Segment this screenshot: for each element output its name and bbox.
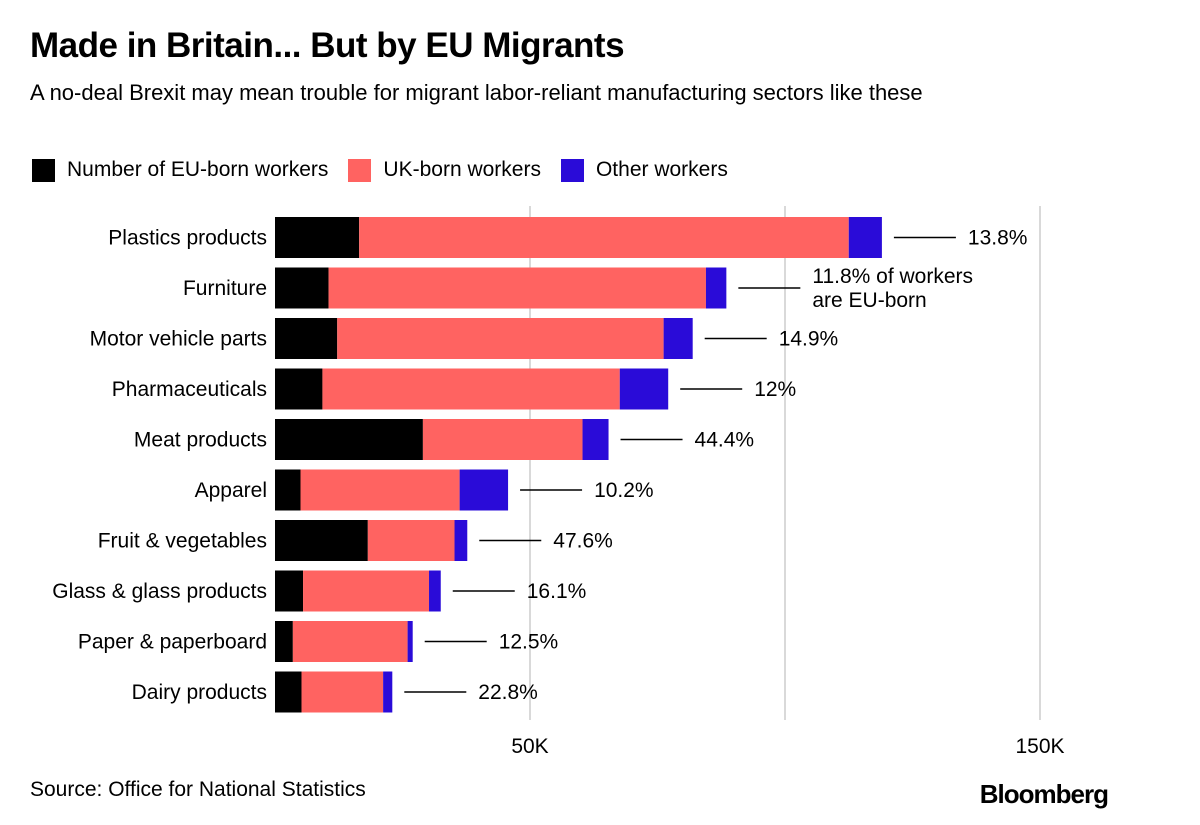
bar-segment-eu — [275, 570, 304, 612]
bar-segment-uk — [328, 267, 706, 309]
legend-item-uk: UK-born workers — [348, 158, 541, 182]
eu-share-label-line: 16.1% — [527, 580, 587, 603]
bar-segment-other — [848, 217, 882, 258]
bar-segment-uk — [300, 469, 460, 511]
legend-label-uk: UK-born workers — [383, 158, 541, 181]
category-label: Dairy products — [132, 681, 267, 704]
eu-share-label-line: 14.9% — [779, 328, 839, 351]
x-tick-label: 150K — [1015, 735, 1064, 758]
bar-segment-uk — [367, 520, 455, 561]
category-label: Furniture — [183, 277, 267, 300]
bar-segment-eu — [275, 318, 338, 359]
legend-swatch-other — [560, 158, 584, 182]
bloomberg-logo: Bloomberg — [979, 779, 1109, 809]
legend-label-other: Other workers — [595, 158, 728, 181]
bar-segment-uk — [303, 570, 430, 612]
eu-share-label: 12% — [754, 378, 796, 401]
legend-label-eu: Number of EU-born workers — [67, 158, 329, 181]
eu-share-label-line: are EU-born — [812, 289, 926, 312]
bar-segment-other — [429, 570, 441, 612]
bar-segment-eu — [275, 671, 302, 713]
bar-segment-other — [407, 621, 413, 662]
source-note: Source: Office for National Statistics — [30, 778, 366, 801]
eu-share-label: 16.1% — [527, 580, 587, 603]
category-label: Meat products — [134, 429, 267, 452]
bar-chart: 50K 150K Plastics products 13.8% Furniture 11… — [52, 206, 1065, 758]
eu-share-label-line: 11.8% of workers — [812, 265, 973, 288]
bar-segment-eu — [275, 217, 360, 258]
category-label: Paper & paperboard — [78, 631, 267, 654]
eu-share-label: 11.8% of workers are EU-born — [812, 265, 973, 312]
eu-share-label-line: 12.5% — [499, 631, 559, 654]
bar-segment-uk — [359, 217, 849, 258]
eu-share-label: 14.9% — [779, 328, 839, 351]
eu-share-label: 22.8% — [478, 681, 538, 704]
legend-item-other: Other workers — [560, 158, 728, 182]
bar-segment-uk — [292, 621, 408, 662]
legend: Number of EU-born workers UK-born worker… — [32, 157, 748, 183]
chart-title: Made in Britain... But by EU Migrants — [30, 26, 625, 65]
bar-segment-uk — [301, 671, 384, 713]
bar-segment-eu — [275, 419, 423, 460]
bar-segment-uk — [422, 419, 583, 460]
eu-share-label: 13.8% — [968, 227, 1028, 250]
bar-segment-eu — [275, 621, 293, 662]
eu-share-label: 47.6% — [553, 530, 613, 553]
bar-segment-other — [459, 469, 509, 511]
bar-segment-other — [454, 520, 468, 561]
bar-segment-other — [582, 419, 609, 460]
category-label: Plastics products — [108, 227, 267, 250]
eu-share-label-line: 13.8% — [968, 227, 1028, 250]
category-label: Glass & glass products — [52, 580, 267, 603]
eu-share-label-line: 10.2% — [594, 479, 654, 502]
eu-share-label: 44.4% — [695, 429, 755, 452]
category-label: Motor vehicle parts — [90, 328, 267, 351]
chart-subtitle: A no-deal Brexit may mean trouble for mi… — [30, 80, 923, 105]
x-tick-label: 50K — [511, 735, 548, 758]
eu-share-label-line: 22.8% — [478, 681, 538, 704]
eu-share-label-line: 44.4% — [695, 429, 755, 452]
eu-share-label: 12.5% — [499, 631, 559, 654]
category-label: Fruit & vegetables — [98, 530, 267, 553]
legend-swatch-eu — [32, 158, 55, 182]
bar-segment-other — [705, 267, 727, 309]
eu-share-label-line: 47.6% — [553, 530, 613, 553]
bar-segment-other — [663, 318, 693, 359]
bar-segment-eu — [275, 469, 301, 511]
bar-segment-eu — [275, 368, 323, 410]
legend-swatch-uk — [348, 158, 372, 182]
category-label: Pharmaceuticals — [112, 378, 267, 401]
bar-segment-uk — [337, 318, 664, 359]
bar-segment-other — [619, 368, 669, 410]
eu-share-label-line: 12% — [754, 378, 796, 401]
bar-segment-uk — [322, 368, 620, 410]
category-label: Apparel — [195, 479, 267, 502]
bar-segment-eu — [275, 520, 368, 561]
bar-segment-other — [383, 671, 393, 713]
eu-share-label: 10.2% — [594, 479, 654, 502]
bar-segment-eu — [275, 267, 329, 309]
legend-item-eu: Number of EU-born workers — [32, 158, 328, 182]
